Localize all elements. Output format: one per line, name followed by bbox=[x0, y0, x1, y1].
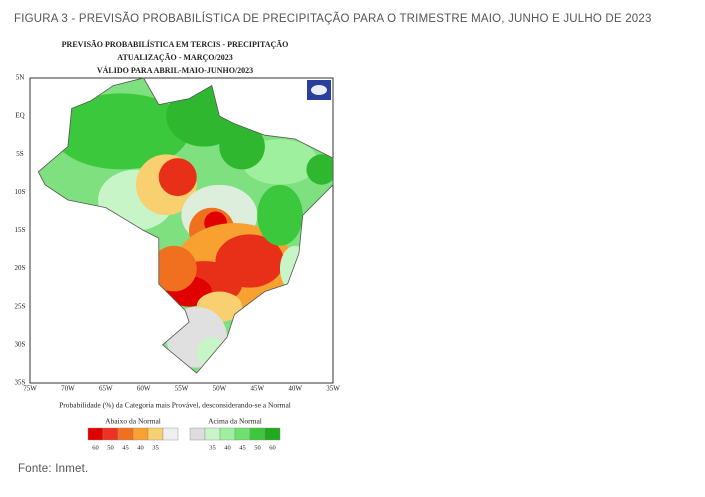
legend-title: Abaixo da Normal bbox=[105, 417, 161, 426]
legend-swatch bbox=[147, 427, 164, 441]
forecast-region bbox=[306, 154, 334, 185]
legend-label: 40 bbox=[137, 444, 144, 451]
lon-label: 70W bbox=[61, 385, 75, 393]
figure-source: Fonte: Inmet. bbox=[18, 463, 88, 475]
figure-caption: FIGURA 3 - PREVISÃO PROBABILÍSTICA DE PR… bbox=[14, 12, 652, 25]
lon-label: 75W bbox=[23, 385, 37, 393]
legend-swatch bbox=[87, 427, 104, 441]
legend-label: 60 bbox=[92, 444, 99, 451]
forecast-region bbox=[158, 158, 197, 197]
legend-label: 50 bbox=[254, 444, 261, 451]
lon-label: 60W bbox=[137, 385, 151, 393]
legend-label: 45 bbox=[239, 444, 246, 451]
legend-swatch bbox=[189, 427, 206, 441]
brazil-outline bbox=[37, 77, 334, 374]
lon-label: 50W bbox=[213, 385, 227, 393]
map-title-line: ATUALIZAÇÃO - MARÇO/2023 bbox=[117, 53, 232, 62]
legend-label: 45 bbox=[122, 444, 129, 451]
lon-label: 40W bbox=[288, 385, 302, 393]
lon-label: 55W bbox=[175, 385, 189, 393]
legend-swatch bbox=[132, 427, 149, 441]
lat-label: 30S bbox=[15, 340, 26, 348]
legend-label: 35 bbox=[209, 444, 216, 451]
lon-label: 65W bbox=[99, 385, 113, 393]
lat-label: 10S bbox=[15, 188, 26, 196]
logo bbox=[307, 80, 331, 100]
lat-label: EQ bbox=[15, 112, 24, 120]
legend-label: 40 bbox=[224, 444, 231, 451]
lat-label: 15S bbox=[15, 226, 26, 234]
lat-label: 5S bbox=[16, 150, 24, 158]
legend-swatch bbox=[249, 427, 266, 441]
legend-swatch bbox=[234, 427, 251, 441]
legend-label: 50 bbox=[107, 444, 114, 451]
legend-title: Acima da Normal bbox=[208, 417, 262, 426]
legend-swatch bbox=[264, 427, 281, 441]
legend-swatch bbox=[204, 427, 221, 441]
legend-swatch bbox=[219, 427, 236, 441]
lat-label: 25S bbox=[15, 302, 26, 310]
forecast-region bbox=[219, 123, 265, 170]
forecast-region bbox=[257, 184, 303, 246]
forecast-region bbox=[151, 245, 197, 292]
forecast-region bbox=[52, 93, 190, 170]
legend-swatch bbox=[102, 427, 119, 441]
lon-label: 35W bbox=[326, 385, 340, 393]
legend-swatch bbox=[162, 427, 179, 441]
lon-label: 45W bbox=[250, 385, 264, 393]
lat-label: 5N bbox=[16, 74, 25, 82]
map-note: Probabilidade (%) da Categoria mais Prov… bbox=[59, 401, 291, 410]
lat-label: 35S bbox=[15, 379, 26, 387]
lat-label: 20S bbox=[15, 264, 26, 272]
map-title-line: PREVISÃO PROBABILÍSTICA EM TERCIS - PREC… bbox=[62, 39, 289, 49]
map-title-line: VÁLIDO PARA ABRIL-MAIO-JUNHO/2023 bbox=[97, 65, 253, 75]
legend-label: 35 bbox=[152, 444, 159, 451]
legend-swatch bbox=[117, 427, 134, 441]
legend-label: 60 bbox=[269, 444, 276, 451]
